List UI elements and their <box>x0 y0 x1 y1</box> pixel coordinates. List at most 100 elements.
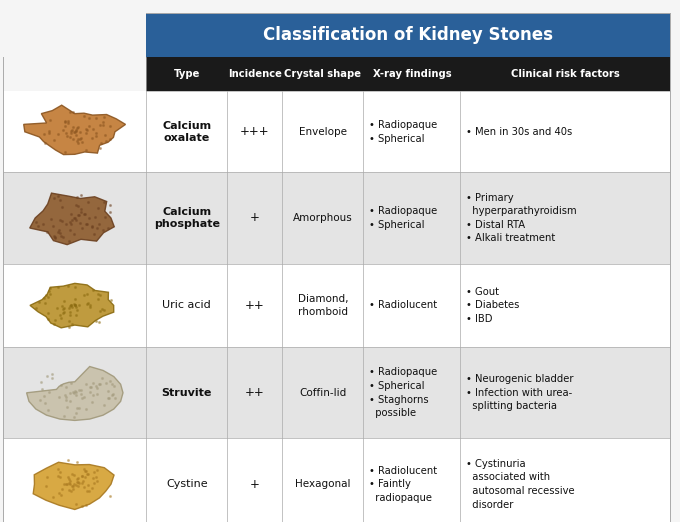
Point <box>81 146 92 154</box>
Point <box>70 301 81 309</box>
Point <box>100 379 111 387</box>
Point <box>105 208 116 217</box>
Point <box>101 137 112 145</box>
Point <box>61 220 71 228</box>
Point <box>70 301 81 310</box>
Point <box>59 308 70 316</box>
Point <box>63 281 73 290</box>
Point <box>63 119 74 127</box>
Point <box>39 293 50 302</box>
Point <box>95 144 106 152</box>
Point <box>71 458 82 466</box>
Point <box>71 131 82 139</box>
Point <box>94 380 105 388</box>
Point <box>71 390 82 399</box>
Text: • Radiopaque
• Spherical
• Staghorns
  possible: • Radiopaque • Spherical • Staghorns pos… <box>369 367 437 418</box>
Point <box>106 390 117 399</box>
Point <box>70 283 81 291</box>
Point <box>70 216 81 224</box>
Point <box>56 313 67 322</box>
Point <box>33 222 44 230</box>
Point <box>86 221 97 230</box>
Point <box>58 305 69 313</box>
Point <box>77 223 88 232</box>
Point <box>67 319 78 328</box>
Point <box>78 483 89 491</box>
Point <box>33 298 44 306</box>
Point <box>67 123 78 131</box>
Text: Struvite: Struvite <box>162 388 212 398</box>
Point <box>63 473 74 481</box>
Point <box>48 136 59 144</box>
Text: Coffin-lid: Coffin-lid <box>299 388 347 398</box>
Point <box>69 470 80 479</box>
Point <box>100 132 111 140</box>
Point <box>91 473 102 481</box>
Point <box>44 388 54 396</box>
Point <box>58 412 69 420</box>
Point <box>79 465 90 473</box>
Point <box>77 138 88 146</box>
Point <box>64 480 75 488</box>
Point <box>82 290 92 299</box>
Point <box>80 473 90 481</box>
Point <box>74 219 85 228</box>
Point <box>74 127 85 136</box>
Point <box>53 472 64 481</box>
Point <box>53 282 64 291</box>
Point <box>69 128 80 136</box>
Point <box>48 222 58 231</box>
Point <box>70 127 81 136</box>
Point <box>97 226 108 234</box>
Point <box>73 479 84 487</box>
Point <box>67 481 78 490</box>
Point <box>31 303 41 312</box>
PathPatch shape <box>24 105 126 155</box>
Point <box>80 220 91 229</box>
Point <box>65 378 76 387</box>
Bar <box>3 347 670 438</box>
Point <box>58 309 69 317</box>
Text: • Radiopaque
• Spherical: • Radiopaque • Spherical <box>369 206 437 230</box>
Point <box>104 376 115 385</box>
Point <box>95 291 105 300</box>
Point <box>40 291 51 299</box>
Point <box>76 472 87 481</box>
PathPatch shape <box>30 283 114 328</box>
Point <box>50 232 61 241</box>
Text: X-ray findings: X-ray findings <box>373 69 452 79</box>
PathPatch shape <box>27 366 123 420</box>
Point <box>63 317 74 325</box>
Point <box>97 118 108 127</box>
Point <box>52 130 63 138</box>
Point <box>39 299 50 307</box>
Point <box>91 132 102 140</box>
Point <box>87 391 98 399</box>
Point <box>75 191 86 199</box>
Point <box>71 500 82 508</box>
Point <box>38 220 49 228</box>
Point <box>44 116 55 124</box>
Point <box>71 193 82 201</box>
Point <box>46 215 57 223</box>
Point <box>81 125 92 134</box>
Point <box>54 229 65 237</box>
Point <box>72 124 83 132</box>
Point <box>67 135 78 143</box>
Text: • Cystinuria
  associated with
  autosomal recessive
  disorder: • Cystinuria associated with autosomal r… <box>466 459 575 509</box>
Point <box>65 300 76 309</box>
Point <box>95 121 106 129</box>
Text: • Radiopaque
• Spherical: • Radiopaque • Spherical <box>369 120 437 144</box>
Point <box>43 293 54 301</box>
Point <box>104 122 115 130</box>
Point <box>77 394 88 402</box>
Point <box>103 224 114 232</box>
Point <box>63 475 74 483</box>
Point <box>80 210 90 218</box>
Point <box>56 485 67 493</box>
Point <box>49 231 60 240</box>
Point <box>44 283 55 292</box>
Point <box>59 297 70 305</box>
Point <box>41 372 52 381</box>
Point <box>85 303 96 311</box>
